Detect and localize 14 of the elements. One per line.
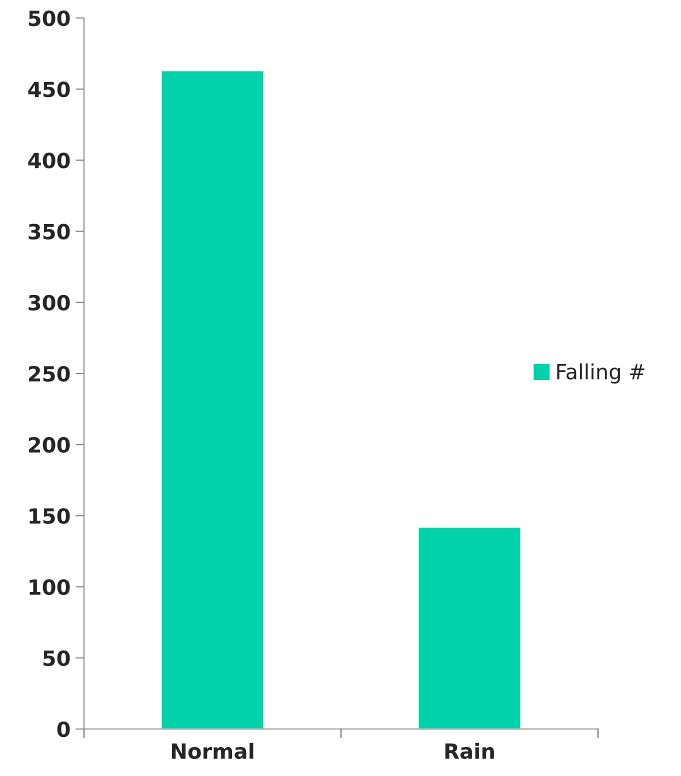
x-tick-label: Normal xyxy=(172,742,254,760)
y-tick-label: 250 xyxy=(28,366,70,382)
y-tick-label: 50 xyxy=(43,650,70,666)
y-tick-label: 500 xyxy=(28,10,70,26)
y-tick-label: 450 xyxy=(28,82,70,98)
y-tick-label: 100 xyxy=(30,579,70,596)
y-tick-label: 300 xyxy=(28,294,70,311)
y-tick-label: 200 xyxy=(28,437,70,453)
x-tick-label: Rain xyxy=(445,742,494,760)
y-tick-label: 0 xyxy=(57,721,70,738)
y-tick-label: 400 xyxy=(28,152,70,168)
y-tick-label: 150 xyxy=(30,508,70,524)
y-tick-label: 350 xyxy=(28,224,70,240)
legend-label: Falling # xyxy=(557,363,644,384)
